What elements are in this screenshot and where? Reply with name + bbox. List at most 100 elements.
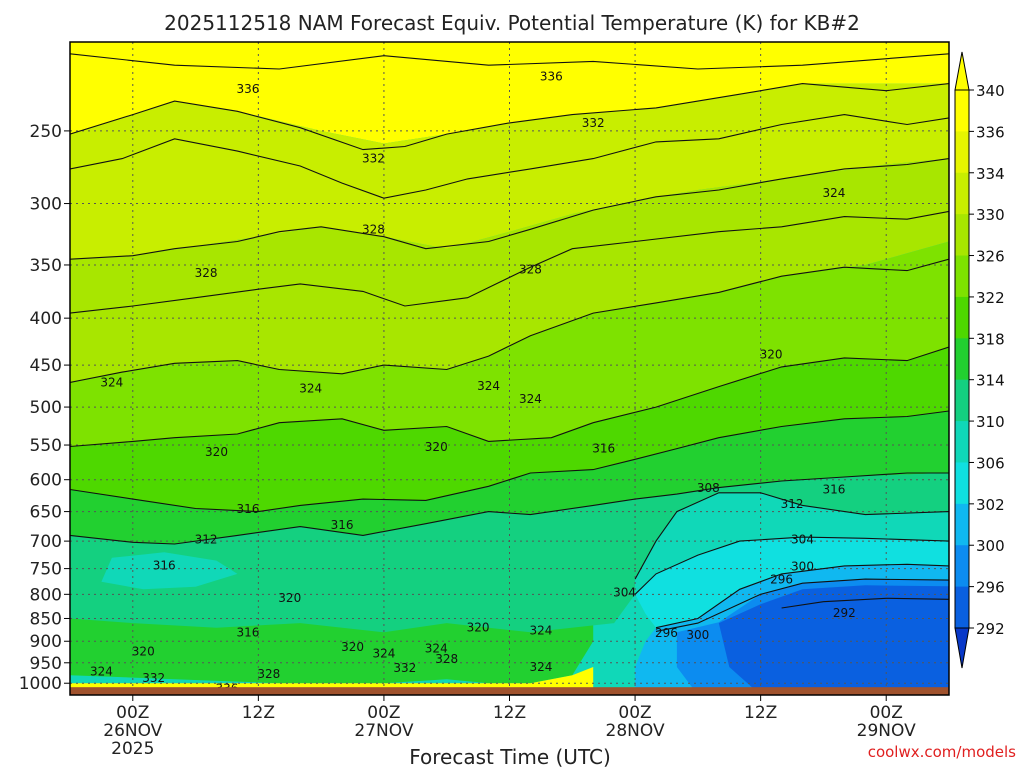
x-tick-label-30: 00Z bbox=[367, 703, 400, 723]
y-tick-label-650: 650 bbox=[30, 503, 62, 523]
colorbar-swatch-314 bbox=[955, 379, 969, 422]
contour-label-28: 292 bbox=[833, 606, 856, 620]
contour-label-32: 296 bbox=[655, 626, 678, 640]
y-tick-label-1000: 1000 bbox=[19, 674, 62, 694]
contour-label-38: 328 bbox=[435, 652, 458, 666]
colorbar-swatch-326 bbox=[955, 255, 969, 298]
x-tick-year-6: 2025 bbox=[111, 739, 154, 759]
colorbar-bottom-arrow bbox=[954, 627, 970, 669]
colorbar-label-340: 340 bbox=[976, 82, 1005, 100]
x-tick-label-42: 12Z bbox=[493, 703, 526, 723]
colorbar-label-310: 310 bbox=[976, 413, 1005, 431]
colorbar-label-314: 314 bbox=[976, 372, 1005, 390]
contour-label-42: 328 bbox=[257, 667, 280, 681]
contour-label-21: 312 bbox=[195, 532, 218, 546]
contour-324 bbox=[70, 258, 949, 383]
contour-label-35: 320 bbox=[341, 640, 364, 654]
colorbar-swatch-340 bbox=[955, 90, 969, 132]
colorbar-swatch-318 bbox=[955, 338, 969, 381]
x-tick-date-78: 29NOV bbox=[857, 721, 916, 741]
contour-label-41: 324 bbox=[90, 664, 113, 678]
contour-label-1: 336 bbox=[540, 69, 563, 83]
colorbar: 340 336 334 330 326 322 318 314 310 306 302 300 296 2… bbox=[954, 51, 1005, 669]
contour-label-0: 336 bbox=[236, 82, 259, 96]
contour-label-27: 320 bbox=[278, 591, 301, 605]
fill-region-310-8 bbox=[635, 492, 949, 595]
colorbar-swatch-330 bbox=[955, 214, 969, 257]
contour-328 bbox=[70, 158, 949, 260]
contour-label-37: 320 bbox=[132, 644, 155, 658]
contour-label-17: 316 bbox=[822, 483, 845, 497]
colorbar-swatch-322 bbox=[955, 296, 969, 339]
colorbar-label-300: 300 bbox=[976, 537, 1005, 555]
y-tick-label-300: 300 bbox=[30, 195, 62, 215]
colorbar-swatch-310 bbox=[955, 421, 969, 463]
contour-label-19: 316 bbox=[236, 502, 259, 516]
contour-296 bbox=[655, 578, 949, 632]
x-tick-label-66: 12Z bbox=[744, 703, 777, 723]
colorbar-label-318: 318 bbox=[976, 330, 1005, 348]
colorbar-swatch-336 bbox=[955, 131, 969, 174]
contour-308 bbox=[634, 492, 949, 580]
colorbar-label-302: 302 bbox=[976, 496, 1005, 514]
contour-326 bbox=[70, 210, 949, 314]
contour-label-8: 320 bbox=[760, 347, 783, 361]
ground-surface bbox=[70, 687, 949, 695]
contour-label-13: 316 bbox=[592, 442, 615, 456]
contour-label-5: 328 bbox=[362, 222, 385, 236]
x-tick-label-6: 00Z bbox=[116, 703, 149, 723]
y-tick-label-900: 900 bbox=[30, 632, 62, 652]
fill-region-322-4 bbox=[70, 347, 949, 512]
colorbar-label-306: 306 bbox=[976, 454, 1005, 472]
colorbar-frame bbox=[954, 89, 970, 629]
colorbar-label-334: 334 bbox=[976, 165, 1005, 183]
x-tick-label-78: 00Z bbox=[870, 703, 903, 723]
x-tick-date-30: 27NOV bbox=[354, 721, 413, 741]
contour-label-33: 300 bbox=[686, 628, 709, 642]
colorbar-swatch-302 bbox=[955, 503, 969, 546]
contour-label-39: 324 bbox=[529, 660, 552, 674]
colorbar-top-arrow bbox=[954, 51, 970, 91]
y-tick-label-950: 950 bbox=[30, 654, 62, 674]
fill-region-334-1 bbox=[70, 83, 949, 260]
y-tick-label-400: 400 bbox=[30, 309, 62, 329]
colorbar-label-330: 330 bbox=[976, 206, 1005, 224]
contour-label-3: 332 bbox=[362, 152, 385, 166]
contour-316 bbox=[70, 410, 949, 513]
y-tick-label-750: 750 bbox=[30, 560, 62, 580]
x-tick-label-54: 00Z bbox=[618, 703, 651, 723]
credit-text: coolwx.com/models bbox=[868, 743, 1016, 761]
y-tick-label-700: 700 bbox=[30, 532, 62, 552]
colorbar-label-322: 322 bbox=[976, 289, 1005, 307]
x-tick-date-6: 26NOV bbox=[103, 721, 162, 741]
fill-region-326-3 bbox=[70, 241, 949, 447]
contour-label-24: 300 bbox=[791, 559, 814, 573]
contour-label-2: 332 bbox=[582, 116, 605, 130]
contour-label-6: 328 bbox=[519, 262, 542, 276]
contour-label-15: 320 bbox=[425, 440, 448, 454]
colorbar-swatch-296 bbox=[955, 586, 969, 629]
colorbar-swatch-334 bbox=[955, 172, 969, 215]
contour-label-10: 324 bbox=[299, 381, 322, 395]
colorbar-label-296: 296 bbox=[976, 579, 1005, 597]
y-tick-label-800: 800 bbox=[30, 585, 62, 605]
contour-label-43: 332 bbox=[142, 671, 165, 685]
x-axis-label: Forecast Time (UTC) bbox=[409, 745, 611, 768]
colorbar-label-326: 326 bbox=[976, 248, 1005, 266]
colorbar-swatch-300 bbox=[955, 545, 969, 588]
contour-330 bbox=[70, 114, 949, 199]
chart-title: 2025112518 NAM Forecast Equiv. Potential… bbox=[164, 11, 860, 35]
contour-label-31: 316 bbox=[236, 625, 259, 639]
y-tick-label-500: 500 bbox=[30, 398, 62, 418]
y-axis: 250 300 350 400 450 500 550 600 650 700 750 800 850 9… bbox=[19, 122, 70, 694]
contour-300 bbox=[655, 563, 949, 629]
y-tick-label-550: 550 bbox=[30, 436, 62, 456]
fill-region-294-13 bbox=[781, 598, 949, 628]
contour-label-23: 316 bbox=[153, 558, 176, 572]
fill-region-306-9 bbox=[635, 537, 949, 628]
contour-336 bbox=[70, 53, 949, 70]
y-tick-label-600: 600 bbox=[30, 471, 62, 491]
